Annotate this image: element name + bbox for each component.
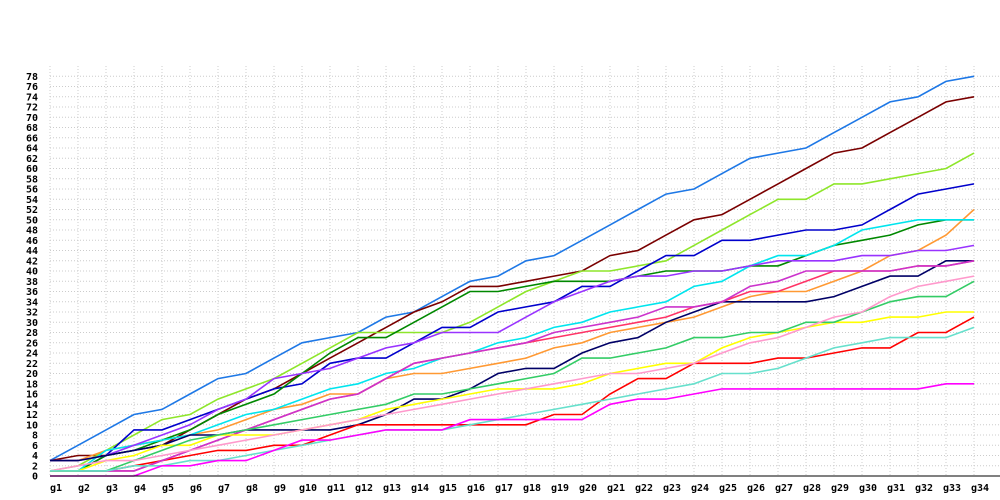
x-tick-label: g23 [663,483,681,494]
x-tick-label: g4 [134,483,146,494]
x-tick-label: g22 [635,483,653,494]
series-line-4 [50,183,975,472]
y-tick-label: 48 [26,226,38,237]
x-tick-label: g14 [411,483,429,494]
x-tick-label: g25 [719,483,737,494]
series-lines [49,75,975,477]
series-line-8 [50,244,975,462]
y-tick-label: 58 [26,174,38,185]
x-tick-label: g16 [467,483,485,494]
y-tick-label: 18 [26,379,38,390]
y-tick-label: 2 [32,461,38,472]
x-tick-label: g6 [190,483,202,494]
x-tick-label: g19 [551,483,569,494]
x-tick-label: g1 [50,483,62,494]
y-tick-label: 36 [26,287,38,298]
y-tick-label: 64 [26,144,38,155]
x-tick-label: g11 [327,483,345,494]
y-tick-label: 16 [26,390,38,401]
series-line-2 [49,96,975,462]
series-line-16 [50,326,975,472]
y-tick-label: 52 [26,205,38,216]
x-tick-label: g32 [915,483,933,494]
x-tick-label: g29 [831,483,849,494]
y-tick-label: 72 [26,103,38,114]
x-tick-label: g9 [274,483,286,494]
x-tick-label: g17 [495,483,513,494]
y-tick-label: 42 [26,256,38,267]
y-tick-label: 46 [26,236,38,247]
y-tick-label: 62 [26,154,38,165]
x-tick-label: g21 [607,483,625,494]
x-tick-label: g13 [383,483,401,494]
y-tick-label: 66 [26,133,38,144]
series-line-13 [50,311,974,472]
series-line-15 [49,275,975,472]
x-axis-ticks: g1 g2 g3 g4 g5 g6 g7 g8 g9 g10 g11 g12 g13 g14 g15 g16 g… [50,483,989,494]
y-tick-label: 22 [26,359,38,370]
y-tick-label: 8 [32,431,38,442]
y-tick-label: 20 [26,369,38,380]
series-line-12 [50,260,975,472]
x-tick-label: g5 [162,483,174,494]
y-tick-label: 76 [26,82,38,93]
series-line-10 [50,316,975,472]
x-tick-label: g20 [579,483,597,494]
y-tick-label: 70 [26,113,38,124]
y-tick-label: 50 [26,215,38,226]
x-tick-label: g30 [859,483,877,494]
x-tick-label: g18 [523,483,541,494]
x-tick-label: g8 [246,483,258,494]
y-tick-label: 28 [26,328,38,339]
y-tick-label: 60 [26,164,38,175]
y-tick-label: 12 [26,410,38,421]
x-tick-label: g24 [691,483,709,494]
y-tick-label: 68 [26,123,38,134]
x-tick-label: g31 [887,483,905,494]
series-line-17 [50,382,974,477]
y-tick-label: 34 [26,297,38,308]
y-tick-label: 30 [26,318,38,329]
x-tick-label: g28 [803,483,821,494]
x-tick-label: g3 [106,483,118,494]
series-line-7 [50,219,974,472]
y-tick-label: 10 [26,420,38,431]
y-tick-label: 38 [26,277,38,288]
y-tick-label: 6 [32,441,38,452]
series-line-5 [50,208,975,462]
y-tick-label: 4 [32,451,38,462]
y-tick-label: 54 [26,195,38,206]
x-tick-label: g33 [943,483,961,494]
y-tick-label: 56 [26,185,38,196]
x-tick-label: g10 [299,483,317,494]
y-tick-label: 44 [26,246,38,257]
series-line-11 [50,260,975,472]
x-tick-label: g27 [775,483,793,494]
y-tick-label: 0 [32,472,38,483]
series-line-9 [50,259,974,462]
x-tick-label: g34 [971,483,989,494]
x-tick-label: g7 [218,483,230,494]
x-tick-label: g26 [747,483,765,494]
series-line-3 [49,152,975,472]
y-tick-label: 40 [26,267,38,278]
series-line-1 [49,75,975,462]
x-tick-label: g12 [355,483,373,494]
x-tick-label: g2 [78,483,90,494]
y-axis-ticks: 0246810121416182022242628303234363840424… [26,72,38,483]
y-tick-label: 26 [26,338,38,349]
y-tick-label: 24 [26,349,38,360]
y-tick-label: 74 [26,92,38,103]
x-tick-label: g15 [439,483,457,494]
y-tick-label: 14 [26,400,38,411]
y-tick-label: 32 [26,308,38,319]
y-tick-label: 78 [26,72,38,83]
